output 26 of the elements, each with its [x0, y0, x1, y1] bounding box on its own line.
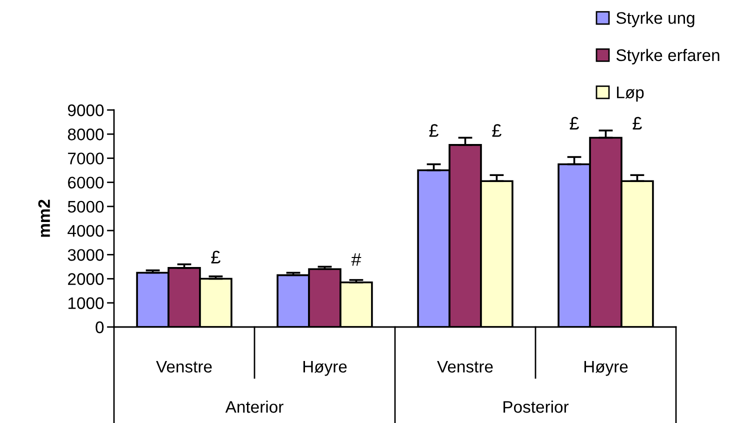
y-tick-label: 5000 — [68, 200, 104, 213]
y-tick-label: 7000 — [68, 152, 104, 164]
y-tick-label: 1000 — [68, 297, 104, 310]
y-tick-label: 8000 — [68, 128, 104, 140]
data-label: £ — [429, 124, 438, 137]
y-tick-label: 9000 — [68, 104, 104, 116]
legend-label: Løp — [617, 86, 644, 102]
legend-label: Styrke ung — [616, 12, 694, 28]
y-tick-label: 6000 — [68, 176, 104, 189]
data-label: £ — [211, 250, 220, 264]
x-tick-label: Høyre — [584, 360, 628, 376]
y-tick-label: 0 — [96, 321, 104, 334]
legend-label: Styrke erfaren — [616, 48, 720, 64]
x-tick-label: Venstre — [156, 360, 212, 373]
data-label: £ — [492, 124, 502, 137]
data-label: £ — [632, 116, 642, 130]
x-tick-label: Venstre — [437, 360, 493, 373]
data-label: # — [351, 253, 362, 266]
data-label: £ — [570, 116, 579, 130]
y-tick-label: 2000 — [68, 273, 104, 285]
y-axis-title: mm2 — [38, 200, 50, 237]
text: Posterior — [504, 400, 569, 413]
x-tick-label: Høyre — [303, 360, 347, 376]
y-tick-label: 3000 — [68, 249, 104, 261]
text: Anterior — [225, 400, 284, 413]
y-tick-label: 4000 — [68, 224, 104, 237]
